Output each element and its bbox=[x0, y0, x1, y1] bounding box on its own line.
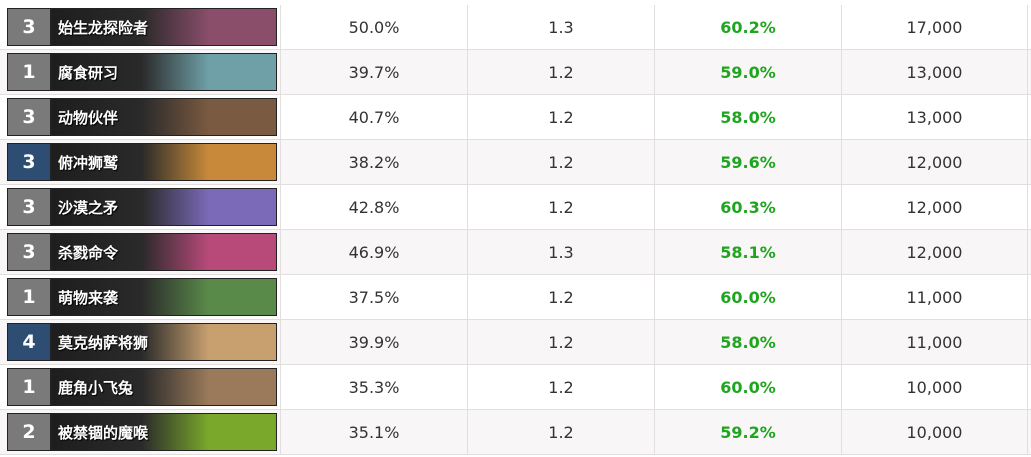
cell-winrate: 39.9% bbox=[280, 320, 467, 364]
cell-turns: 1.2 bbox=[467, 275, 654, 319]
table-row: 3 始生龙探险者 50.0% 1.3 60.2% 17,000 bbox=[0, 5, 1031, 50]
card-banner: 3 沙漠之矛 bbox=[7, 188, 277, 226]
cell-winrate: 39.7% bbox=[280, 50, 467, 94]
card-banner: 3 动物伙伴 bbox=[7, 98, 277, 136]
card-name: 被禁锢的魔喉 bbox=[52, 414, 276, 450]
cell-winrate: 40.7% bbox=[280, 95, 467, 139]
card-name: 动物伙伴 bbox=[52, 99, 276, 135]
card-name: 俯冲狮鹫 bbox=[52, 144, 276, 180]
cell-deck-winrate: 60.3% bbox=[654, 185, 841, 229]
cell-turns: 1.2 bbox=[467, 185, 654, 229]
card-name: 始生龙探险者 bbox=[52, 9, 276, 45]
cell-deck-winrate: 58.0% bbox=[654, 95, 841, 139]
card-banner: 1 鹿角小飞兔 bbox=[7, 368, 277, 406]
cell-turns: 1.2 bbox=[467, 365, 654, 409]
cell-winrate: 42.8% bbox=[280, 185, 467, 229]
card-cost: 1 bbox=[8, 369, 52, 405]
card-cost: 2 bbox=[8, 414, 52, 450]
card-banner: 1 腐食研习 bbox=[7, 53, 277, 91]
table-row: 4 莫克纳萨将狮 39.9% 1.2 58.0% 11,000 bbox=[0, 320, 1031, 365]
cell-turns: 1.3 bbox=[467, 5, 654, 49]
cell-deck-winrate: 59.0% bbox=[654, 50, 841, 94]
cell-turns: 1.2 bbox=[467, 50, 654, 94]
card-name: 沙漠之矛 bbox=[52, 189, 276, 225]
cell-turns: 1.2 bbox=[467, 95, 654, 139]
cell-count: 12,000 bbox=[841, 140, 1028, 184]
cell-winrate: 37.5% bbox=[280, 275, 467, 319]
cell-deck-winrate: 58.1% bbox=[654, 230, 841, 274]
cell-count: 10,000 bbox=[841, 365, 1028, 409]
cell-count: 17,000 bbox=[841, 5, 1028, 49]
cell-winrate: 50.0% bbox=[280, 5, 467, 49]
cell-turns: 1.2 bbox=[467, 320, 654, 364]
cell-turns: 1.3 bbox=[467, 230, 654, 274]
cell-deck-winrate: 60.0% bbox=[654, 275, 841, 319]
card-cost: 3 bbox=[8, 234, 52, 270]
card-name: 杀戮命令 bbox=[52, 234, 276, 270]
table-row: 3 动物伙伴 40.7% 1.2 58.0% 13,000 bbox=[0, 95, 1031, 140]
card-banner: 3 始生龙探险者 bbox=[7, 8, 277, 46]
cell-winrate: 38.2% bbox=[280, 140, 467, 184]
cell-winrate: 46.9% bbox=[280, 230, 467, 274]
table-row: 2 被禁锢的魔喉 35.1% 1.2 59.2% 10,000 bbox=[0, 410, 1031, 455]
cell-count: 11,000 bbox=[841, 275, 1028, 319]
table-row: 3 杀戮命令 46.9% 1.3 58.1% 12,000 bbox=[0, 230, 1031, 275]
cell-count: 13,000 bbox=[841, 95, 1028, 139]
card-cost: 1 bbox=[8, 279, 52, 315]
card-name: 鹿角小飞兔 bbox=[52, 369, 276, 405]
cell-count: 10,000 bbox=[841, 410, 1028, 454]
card-banner: 3 俯冲狮鹫 bbox=[7, 143, 277, 181]
cell-deck-winrate: 60.0% bbox=[654, 365, 841, 409]
card-cost: 3 bbox=[8, 144, 52, 180]
card-name: 莫克纳萨将狮 bbox=[52, 324, 276, 360]
table-row: 3 沙漠之矛 42.8% 1.2 60.3% 12,000 bbox=[0, 185, 1031, 230]
cell-deck-winrate: 59.6% bbox=[654, 140, 841, 184]
card-banner: 4 莫克纳萨将狮 bbox=[7, 323, 277, 361]
cell-deck-winrate: 60.2% bbox=[654, 5, 841, 49]
card-banner: 1 萌物来袭 bbox=[7, 278, 277, 316]
cell-count: 13,000 bbox=[841, 50, 1028, 94]
table-row: 1 鹿角小飞兔 35.3% 1.2 60.0% 10,000 bbox=[0, 365, 1031, 410]
table-row: 1 萌物来袭 37.5% 1.2 60.0% 11,000 bbox=[0, 275, 1031, 320]
card-banner: 2 被禁锢的魔喉 bbox=[7, 413, 277, 451]
card-name: 腐食研习 bbox=[52, 54, 276, 90]
cell-count: 12,000 bbox=[841, 185, 1028, 229]
card-cost: 3 bbox=[8, 189, 52, 225]
cell-turns: 1.2 bbox=[467, 410, 654, 454]
card-cost: 1 bbox=[8, 54, 52, 90]
card-table: 3 始生龙探险者 50.0% 1.3 60.2% 17,000 1 腐食研习 39.7% 1.2 5… bbox=[0, 5, 1031, 455]
table-row: 3 俯冲狮鹫 38.2% 1.2 59.6% 12,000 bbox=[0, 140, 1031, 185]
card-cost: 3 bbox=[8, 99, 52, 135]
table-row: 1 腐食研习 39.7% 1.2 59.0% 13,000 bbox=[0, 50, 1031, 95]
cell-turns: 1.2 bbox=[467, 140, 654, 184]
cell-deck-winrate: 59.2% bbox=[654, 410, 841, 454]
cell-winrate: 35.3% bbox=[280, 365, 467, 409]
cell-count: 12,000 bbox=[841, 230, 1028, 274]
card-name: 萌物来袭 bbox=[52, 279, 276, 315]
cell-count: 11,000 bbox=[841, 320, 1028, 364]
card-cost: 4 bbox=[8, 324, 52, 360]
cell-deck-winrate: 58.0% bbox=[654, 320, 841, 364]
card-banner: 3 杀戮命令 bbox=[7, 233, 277, 271]
cell-winrate: 35.1% bbox=[280, 410, 467, 454]
card-cost: 3 bbox=[8, 9, 52, 45]
